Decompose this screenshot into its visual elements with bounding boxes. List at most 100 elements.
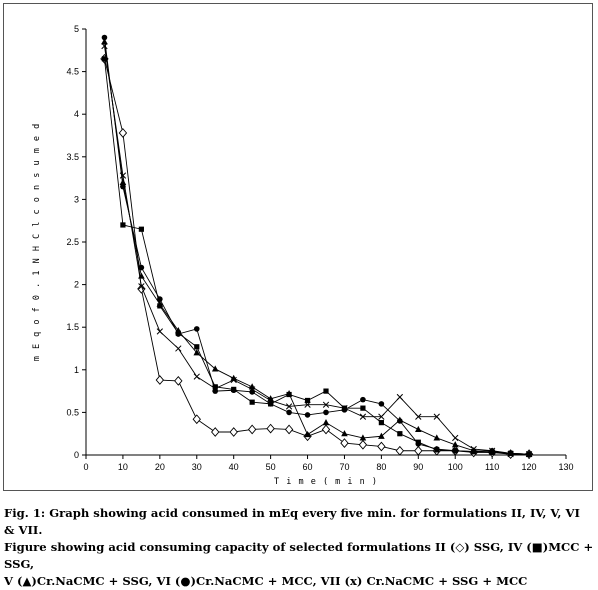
x-stroke: [470, 445, 477, 453]
data-point: [193, 326, 200, 332]
y-tick-label: 2: [74, 280, 79, 290]
data-point: [397, 418, 403, 424]
x-stroke: [304, 401, 311, 408]
data-point: [175, 345, 182, 352]
data-point: [155, 375, 165, 385]
data-point: [267, 397, 274, 404]
data-point: [433, 434, 441, 441]
data-point: [395, 445, 405, 456]
x-stroke: [396, 393, 403, 401]
x-tick-label: 80: [376, 462, 386, 472]
data-point: [285, 403, 293, 410]
data-point: [194, 344, 200, 350]
figure-frame: 0 0.5 1 1.5 2 2.5 3 3.5 4 4.5 5 0 10 20 30 40 50 60 70 80 90…: [3, 3, 593, 491]
data-point: [321, 424, 331, 435]
data-point: [101, 42, 108, 50]
data-point: [341, 430, 348, 437]
data-point: [378, 420, 384, 426]
series-VI: [101, 34, 532, 457]
data-point: [249, 399, 255, 405]
x-stroke: [138, 283, 145, 290]
data-point: [138, 283, 145, 290]
line-chart: 00.511.522.533.544.550 10 20 30 40 50 60 70 80 90…: [32, 24, 574, 487]
series-V: [101, 38, 533, 457]
data-point: [304, 430, 311, 438]
data-point: [230, 376, 237, 384]
x-stroke: [322, 401, 330, 408]
data-point: [377, 441, 386, 452]
data-point: [323, 409, 329, 416]
data-point: [101, 34, 108, 41]
x-tick-label: 30: [192, 462, 202, 472]
x-stroke: [101, 42, 108, 50]
series-line: [104, 45, 530, 455]
data-point: [360, 405, 366, 411]
x-stroke: [212, 385, 219, 392]
data-point: [192, 414, 201, 425]
y-tick-label: 2.5: [66, 237, 79, 247]
x-stroke: [415, 413, 422, 420]
data-point: [378, 401, 385, 407]
axes: 00.511.522.533.544.550 10 20 30 40 50 60 70 80 90…: [66, 24, 573, 472]
data-point: [174, 375, 183, 386]
data-point: [156, 300, 164, 307]
data-point: [138, 264, 145, 271]
data-point: [470, 445, 477, 453]
data-point: [193, 349, 201, 356]
data-point: [507, 450, 514, 457]
x-stroke: [525, 450, 533, 458]
x-stroke: [452, 434, 459, 442]
x-stroke: [175, 345, 182, 352]
x-stroke: [193, 373, 200, 380]
x-stroke: [489, 447, 496, 454]
data-point: [322, 401, 330, 408]
series-II: [100, 53, 534, 460]
data-point: [101, 56, 108, 62]
caption-line-3: V (▲)Cr.NaCMC + SSG, VI (●)Cr.NaCMC + MC…: [4, 574, 528, 588]
data-point: [452, 434, 459, 442]
data-point: [304, 397, 311, 404]
data-point: [414, 445, 423, 456]
data-point: [341, 404, 348, 412]
data-point: [101, 38, 108, 45]
x-tick-label: 0: [83, 462, 88, 472]
x-stroke: [249, 386, 256, 393]
x-tick-label: 40: [229, 462, 239, 472]
x-stroke: [433, 413, 440, 420]
y-tick-label: 0.5: [66, 407, 79, 417]
data-point: [452, 447, 459, 454]
x-stroke: [267, 397, 274, 404]
data-point: [323, 388, 329, 394]
y-tick-label: 4: [74, 109, 79, 119]
data-point: [156, 328, 163, 335]
y-axis-title: m E q o f 0 . 1 N H C l c o n s u m e d: [32, 123, 42, 362]
data-point: [212, 384, 218, 390]
series-IV: [101, 56, 532, 457]
data-point: [211, 427, 220, 437]
figure-caption: Fig. 1: Graph showing acid consumed in m…: [4, 505, 594, 590]
data-point: [507, 450, 514, 458]
y-tick-label: 1.5: [66, 322, 79, 332]
data-point: [489, 447, 496, 454]
data-point: [433, 446, 440, 452]
x-stroke: [119, 172, 127, 179]
x-tick-label: 100: [448, 462, 463, 472]
data-point: [119, 172, 127, 179]
y-tick-label: 3: [74, 194, 79, 204]
x-stroke: [507, 450, 514, 458]
x-tick-label: 90: [413, 462, 423, 472]
data-point: [157, 296, 163, 302]
data-point: [322, 419, 330, 426]
x-stroke: [230, 376, 237, 384]
data-point: [451, 441, 459, 448]
data-point: [433, 413, 440, 420]
data-point: [359, 434, 367, 441]
series-line: [104, 41, 530, 455]
series-line: [104, 37, 530, 455]
data-point: [118, 128, 128, 138]
series-group: [100, 34, 534, 460]
y-tick-label: 3.5: [66, 152, 79, 162]
x-tick-label: 120: [522, 462, 537, 472]
x-stroke: [359, 413, 367, 420]
x-tick-label: 70: [339, 462, 349, 472]
